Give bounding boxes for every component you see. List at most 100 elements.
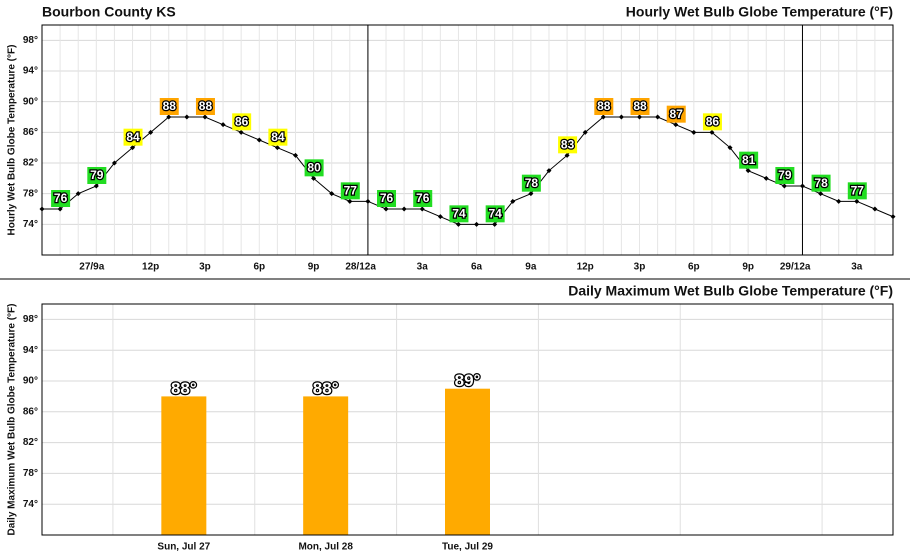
x-tick-label: 3p	[199, 262, 211, 273]
value-label: 88	[163, 99, 177, 113]
point	[383, 206, 389, 212]
point	[166, 114, 172, 120]
value-label: 77	[344, 184, 358, 198]
point	[763, 175, 769, 181]
point	[618, 114, 624, 120]
value-label: 83	[561, 138, 575, 152]
point	[111, 160, 117, 166]
point	[256, 137, 262, 143]
point	[637, 114, 643, 120]
bar	[303, 396, 349, 535]
value-label: 88°	[313, 379, 339, 398]
location-title: Bourbon County KS	[42, 4, 176, 20]
value-label-box	[521, 174, 541, 192]
point	[709, 129, 715, 135]
value-label-box	[558, 136, 578, 154]
point	[347, 198, 353, 204]
point	[148, 129, 154, 135]
value-label-box	[159, 98, 179, 115]
value-label-box	[775, 167, 795, 184]
y-tick-label: 98°	[23, 35, 38, 46]
point	[528, 191, 534, 197]
x-tick-label: 6p	[688, 262, 700, 273]
y-tick-label: 86°	[23, 127, 38, 138]
x-tick-label: 9p	[308, 262, 320, 273]
x-tick-label: Tue, Jul 29	[442, 542, 493, 553]
value-label: 88	[199, 99, 213, 113]
point	[292, 152, 298, 158]
value-label: 86	[706, 115, 720, 129]
point	[546, 168, 552, 174]
value-label: 86	[235, 115, 249, 129]
x-tick-label: 12p	[142, 262, 159, 273]
point	[455, 221, 461, 227]
value-label-box	[485, 205, 505, 223]
point	[57, 206, 63, 212]
value-label: 79	[90, 168, 104, 182]
point	[75, 191, 81, 197]
point	[220, 122, 226, 128]
value-label-box	[195, 98, 215, 115]
value-label: 87	[670, 107, 684, 121]
value-label-box	[847, 182, 867, 200]
value-label-box	[413, 190, 433, 207]
value-label: 88°	[171, 379, 197, 398]
x-tick-label: Mon, Jul 28	[298, 542, 353, 553]
point	[727, 145, 733, 151]
y-tick-label: 82°	[23, 437, 38, 448]
point	[691, 129, 697, 135]
point	[745, 168, 751, 174]
value-label-box	[811, 174, 831, 192]
value-label: 84	[126, 130, 140, 144]
value-label: 81	[742, 153, 756, 167]
point	[238, 129, 244, 135]
value-label-box	[666, 105, 686, 123]
y-tick-label: 74°	[23, 219, 38, 230]
point	[799, 183, 805, 189]
y-tick-label: 94°	[23, 345, 38, 356]
point	[854, 198, 860, 204]
point	[401, 206, 407, 212]
value-label-box	[123, 128, 143, 146]
point	[274, 145, 280, 151]
value-label-box	[377, 190, 397, 207]
point	[184, 114, 190, 120]
value-label: 74	[488, 207, 502, 221]
plot-frame	[41, 24, 894, 256]
value-label-box	[51, 190, 71, 207]
value-label: 78	[814, 176, 828, 190]
value-label-box	[268, 128, 288, 146]
point	[492, 221, 498, 227]
point	[474, 221, 480, 227]
point	[818, 191, 824, 197]
point	[510, 198, 516, 204]
x-tick-label: 27/9a	[79, 262, 104, 273]
value-label: 88	[597, 99, 611, 113]
point	[202, 114, 208, 120]
point	[655, 114, 661, 120]
value-label: 84	[271, 130, 285, 144]
value-label-box	[87, 167, 107, 184]
point	[872, 206, 878, 212]
value-label: 79	[778, 168, 792, 182]
x-tick-label: 29/12a	[780, 262, 811, 273]
x-tick-label: Sun, Jul 27	[157, 542, 210, 553]
y-tick-label: 74°	[23, 499, 38, 510]
chart-title: Hourly Wet Bulb Globe Temperature (°F)	[626, 4, 893, 20]
x-tick-label: 3a	[417, 262, 429, 273]
y-tick-label: 86°	[23, 406, 38, 417]
point	[836, 198, 842, 204]
value-label-box	[739, 151, 759, 169]
x-tick-label: 3p	[634, 262, 646, 273]
point	[419, 206, 425, 212]
point	[781, 183, 787, 189]
bar	[445, 388, 490, 535]
value-label: 76	[416, 191, 430, 205]
point	[93, 183, 99, 189]
x-tick-label: 6p	[253, 262, 265, 273]
y-axis-title: Daily Maximum Wet Bulb Globe Temperature…	[7, 304, 18, 536]
x-tick-label: 12p	[577, 262, 594, 273]
value-label: 77	[851, 184, 865, 198]
value-label: 80	[307, 161, 321, 175]
